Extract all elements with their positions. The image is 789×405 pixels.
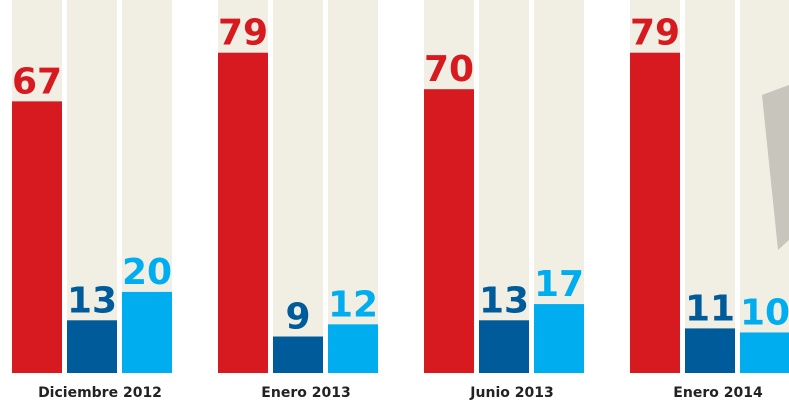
bar (328, 324, 378, 373)
value-label: 9 (285, 297, 310, 338)
value-label: 10 (740, 292, 789, 333)
value-label: 79 (218, 13, 268, 54)
value-label: 13 (479, 280, 529, 321)
x-tick-label: Junio 2013 (469, 385, 553, 401)
value-label: 12 (328, 284, 378, 325)
decoration (762, 85, 789, 250)
bar-background (685, 0, 735, 373)
value-label: 67 (12, 61, 62, 102)
bar-background (328, 0, 378, 373)
value-label: 11 (685, 288, 735, 329)
bar (67, 320, 117, 373)
x-tick-label: Enero 2014 (673, 385, 763, 401)
bar (685, 328, 735, 373)
value-label: 13 (67, 280, 117, 321)
bar (534, 304, 584, 373)
value-label: 20 (122, 252, 172, 293)
x-tick-label: Diciembre 2012 (38, 385, 162, 401)
bar (479, 320, 529, 373)
value-label: 79 (630, 13, 680, 54)
value-label: 70 (424, 49, 474, 90)
bar-background (273, 0, 323, 373)
bar (630, 52, 680, 374)
bar (740, 332, 789, 373)
value-label: 17 (534, 264, 584, 305)
x-tick-label: Enero 2013 (261, 385, 350, 401)
bar (122, 291, 172, 373)
bar-background (67, 0, 117, 373)
bar-background (479, 0, 529, 373)
bar (424, 89, 474, 374)
bar (218, 52, 268, 374)
bar (273, 336, 323, 373)
bar (12, 101, 62, 373)
